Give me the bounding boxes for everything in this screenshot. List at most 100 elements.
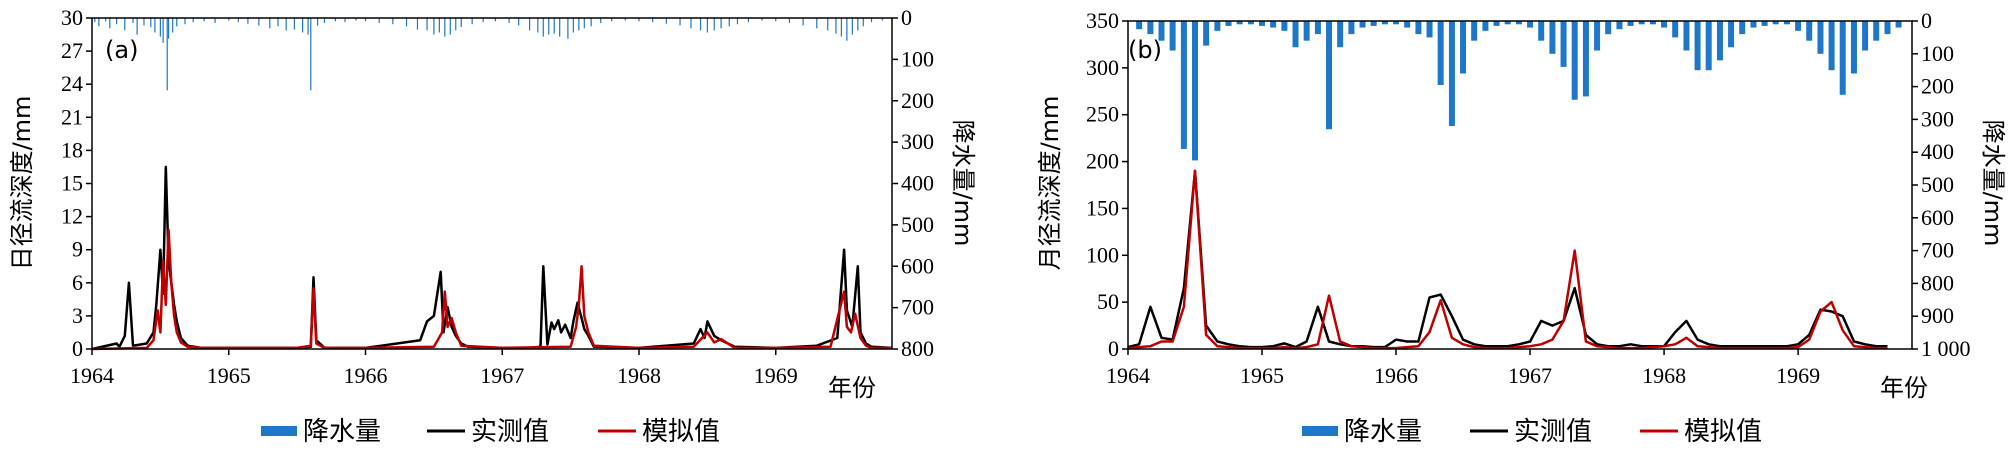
rain-bar: [494, 18, 497, 22]
y-tick-label: 12: [61, 204, 83, 229]
rain-bar: [1672, 21, 1679, 38]
rain-bar: [1728, 21, 1735, 48]
rain-bar: [1292, 21, 1299, 48]
rain-bar: [317, 18, 319, 26]
y-tick-label: 9: [72, 237, 83, 262]
rain-bar: [1314, 21, 1321, 35]
rain-bar: [1828, 21, 1835, 71]
rain-bar: [323, 18, 326, 23]
y2-tick-label: 100: [901, 46, 934, 71]
y-tick-label: 150: [1086, 195, 1119, 220]
rain-bar: [624, 18, 626, 21]
rain-bar: [840, 18, 843, 37]
rain-bar: [1192, 21, 1199, 161]
rain-bar: [728, 18, 730, 27]
y2-tick-label: 600: [1921, 205, 1954, 230]
y2-tick-label: 700: [901, 295, 934, 320]
y-tick-label: 350: [1086, 8, 1119, 33]
panel-b-xunit: 年份: [1880, 374, 1928, 402]
rain-bar: [449, 18, 451, 35]
rain-bar: [1448, 21, 1455, 126]
rain-bar: [159, 18, 161, 37]
x-tick-label: 1964: [70, 363, 114, 388]
legend-observed-b: 实测值: [1514, 417, 1592, 447]
rain-bar: [1594, 21, 1601, 51]
rain-bar: [736, 18, 739, 25]
rain-bar: [802, 18, 804, 26]
rain-bar: [638, 18, 640, 22]
legend-simulated-a: 模拟值: [642, 417, 720, 447]
rain-bar: [258, 18, 260, 26]
rain-bar: [851, 18, 853, 35]
panel-b-plot: 0 50 100 150 200 250 300 350 0 100 200 300 400 500 600…: [1086, 8, 1971, 388]
y2-tick-label: 600: [901, 253, 934, 278]
rain-bar: [761, 18, 763, 21]
y-tick-label: 30: [61, 5, 83, 30]
rain-bar: [1616, 21, 1623, 30]
y-tick-label: 300: [1086, 55, 1119, 80]
rain-bar: [1460, 21, 1467, 74]
rain-bar: [508, 18, 510, 23]
rain-bar: [846, 18, 848, 41]
rain-bar: [518, 18, 520, 26]
rain-bar: [416, 18, 419, 30]
y-tick-label: 0: [1108, 336, 1119, 361]
y2-tick-label: 500: [1921, 172, 1954, 197]
legend-observed-a: 实测值: [471, 417, 549, 447]
panel-b-label: (b): [1128, 36, 1162, 64]
rain-bar: [392, 18, 394, 25]
x-tick-label: 1969: [754, 363, 798, 388]
rain-bar: [94, 18, 96, 23]
y2-tick-label: 0: [901, 5, 912, 30]
rain-bar: [1895, 21, 1902, 28]
y2-tick-label: 1 000: [1921, 336, 1971, 361]
rain-bar: [269, 18, 271, 29]
rain-bar: [747, 18, 750, 23]
y-tick-label: 27: [61, 38, 83, 63]
rain-bar: [1862, 21, 1869, 51]
rain-bar: [203, 18, 205, 22]
x-tick-label: 1965: [1240, 363, 1284, 388]
panel-a-xunit: 年份: [828, 374, 876, 402]
rain-bar: [679, 18, 681, 26]
rain-bar: [109, 18, 111, 29]
rain-bar: [1147, 21, 1154, 35]
rain-bar: [1348, 21, 1355, 35]
rain-bar: [105, 18, 107, 22]
rain-bar: [334, 18, 337, 22]
rain-bar: [1750, 21, 1757, 28]
rain-bar: [775, 18, 777, 22]
y-tick-label: 18: [61, 137, 83, 162]
rain-bar: [1169, 21, 1176, 51]
rain-bar: [1337, 21, 1344, 48]
rain-bar: [124, 18, 126, 31]
x-tick-label: 1968: [1642, 363, 1686, 388]
y2-tick-label: 400: [1921, 139, 1954, 164]
y-tick-label: 0: [72, 336, 83, 361]
legend-rain-swatch-b: [1302, 426, 1338, 436]
rain-bar: [172, 18, 174, 33]
y2-tick-label: 800: [901, 336, 934, 361]
rain-bar: [1605, 21, 1612, 35]
panel-a-y2label: 降水量/mm: [949, 120, 977, 247]
observed-line: [1127, 169, 1888, 349]
rain-bar: [611, 18, 613, 22]
panel-b-legend: 降水量 实测值 模拟值: [1302, 417, 1762, 447]
rain-bar: [426, 18, 428, 31]
rain-bar: [1326, 21, 1333, 130]
rain-bar: [835, 18, 837, 34]
y-tick-label: 200: [1086, 149, 1119, 174]
rain-bar: [460, 18, 462, 28]
rain-bar: [1415, 21, 1422, 35]
rain-bar: [405, 18, 408, 27]
rain-bar: [652, 18, 654, 23]
panel-a-ylabel: 日径流深度/mm: [8, 96, 36, 271]
observed-line: [91, 165, 893, 351]
rain-bar: [1158, 21, 1165, 41]
x-tick-label: 1969: [1776, 363, 1820, 388]
rain-bar: [870, 18, 873, 23]
rain-bar: [1259, 21, 1266, 26]
y-tick-label: 250: [1086, 102, 1119, 127]
rain-bar: [1136, 21, 1143, 30]
rain-bar: [277, 18, 279, 27]
